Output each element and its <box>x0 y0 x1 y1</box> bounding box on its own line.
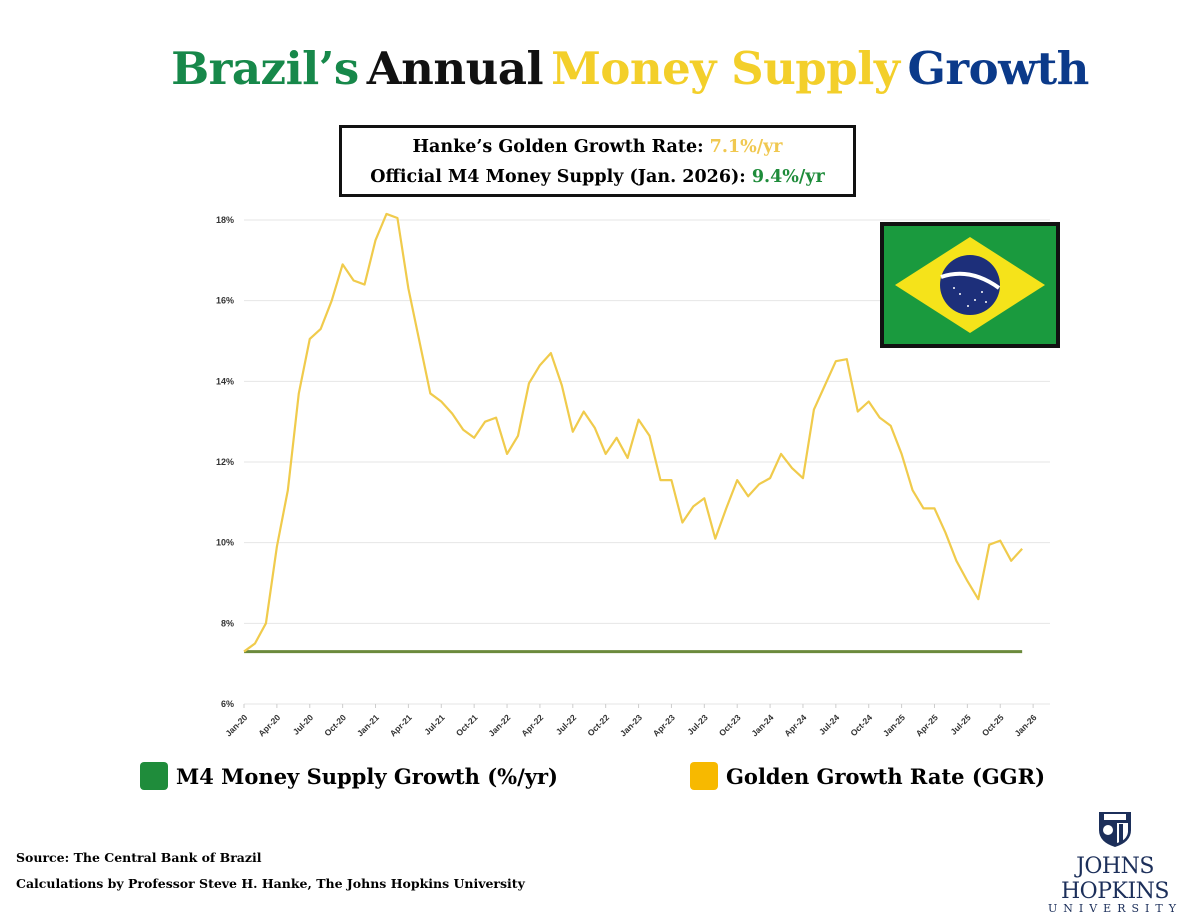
logo-sub: UNIVERSITY <box>1035 902 1195 915</box>
x-tick-label: Apr-24 <box>782 712 808 738</box>
x-tick-label: Jul-25 <box>948 712 973 737</box>
jhu-shield-icon <box>1097 810 1133 848</box>
x-tick-label: Jan-22 <box>486 712 512 738</box>
x-tick-label: Jul-20 <box>291 712 316 737</box>
legend-label: Golden Growth Rate (GGR) <box>726 764 1045 789</box>
legend-swatch-gold <box>690 762 718 790</box>
calculations-note: Calculations by Professor Steve H. Hanke… <box>16 876 525 891</box>
jhu-logo: JOHNS HOPKINS UNIVERSITY <box>1035 810 1195 915</box>
x-tick-label: Jul-23 <box>685 712 710 737</box>
x-tick-label: Jul-21 <box>422 712 447 737</box>
y-tick-label: 8% <box>221 618 234 628</box>
x-tick-label: Apr-25 <box>914 712 940 738</box>
source-note: Source: The Central Bank of Brazil <box>16 850 262 865</box>
x-tick-label: Apr-23 <box>651 712 677 738</box>
x-tick-label: Jan-23 <box>618 712 644 738</box>
y-tick-label: 14% <box>216 376 234 386</box>
x-tick-label: Oct-24 <box>848 712 874 738</box>
x-tick-label: Jan-24 <box>749 712 775 738</box>
x-tick-label: Oct-23 <box>717 712 743 738</box>
x-tick-label: Apr-22 <box>519 712 545 738</box>
legend-item-m4: M4 Money Supply Growth (%/yr) <box>140 762 558 790</box>
y-tick-label: 12% <box>216 457 234 467</box>
brazil-flag-icon <box>880 222 1060 348</box>
legend-swatch-green <box>140 762 168 790</box>
y-tick-label: 18% <box>216 215 234 225</box>
x-tick-label: Oct-22 <box>585 712 611 738</box>
x-tick-label: Jan-25 <box>881 712 907 738</box>
x-tick-label: Apr-20 <box>256 712 282 738</box>
x-tick-label: Oct-21 <box>454 712 480 738</box>
y-tick-label: 10% <box>216 538 234 548</box>
y-tick-label: 6% <box>221 699 234 709</box>
x-tick-label: Jul-24 <box>817 712 842 737</box>
legend-item-ggr: Golden Growth Rate (GGR) <box>690 762 1045 790</box>
x-tick-label: Oct-25 <box>980 712 1006 738</box>
legend-label: M4 Money Supply Growth (%/yr) <box>176 764 558 789</box>
x-tick-label: Jul-22 <box>554 712 579 737</box>
x-tick-label: Jan-26 <box>1012 712 1038 738</box>
x-tick-label: Apr-21 <box>388 712 414 738</box>
x-tick-label: Oct-20 <box>322 712 348 738</box>
x-tick-label: Jan-20 <box>223 712 249 738</box>
x-tick-label: Jan-21 <box>355 712 381 738</box>
y-tick-label: 16% <box>216 296 234 306</box>
logo-name: JOHNS HOPKINS <box>1035 854 1195 904</box>
